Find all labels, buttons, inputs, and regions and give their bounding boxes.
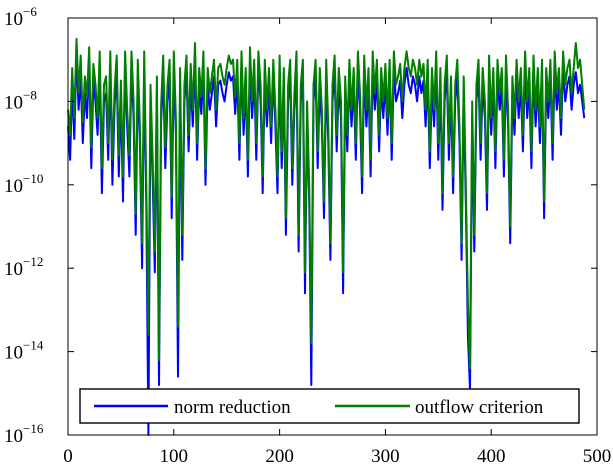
plot-frame xyxy=(67,17,598,436)
x-tick-label: 100 xyxy=(160,446,189,467)
x-tick-label: 400 xyxy=(477,446,506,467)
series-line-outflow-criterion xyxy=(67,37,586,370)
y-tick-label: 10−16 xyxy=(4,421,44,447)
x-tick-label: 300 xyxy=(371,446,400,467)
y-tick-label: 10−10 xyxy=(4,171,43,197)
series-layer xyxy=(67,37,586,436)
x-tick-label: 200 xyxy=(265,446,294,467)
x-tick-label: 500 xyxy=(583,446,612,467)
y-tick-label: 10−12 xyxy=(4,254,43,280)
legend: norm reduction outflow criterion xyxy=(79,388,580,424)
y-tick-label: 10−6 xyxy=(4,4,37,30)
y-tick-label: 10−14 xyxy=(4,338,44,364)
legend-label-norm-reduction: norm reduction xyxy=(174,397,291,418)
tick-layer: 0 100 200 300 400 500 10−16 10−14 10−12 10−10 10−8… xyxy=(4,4,611,467)
y-tick-label: 10−8 xyxy=(4,87,37,113)
x-tick-label: 0 xyxy=(63,446,73,467)
legend-label-outflow-criterion: outflow criterion xyxy=(415,397,544,418)
